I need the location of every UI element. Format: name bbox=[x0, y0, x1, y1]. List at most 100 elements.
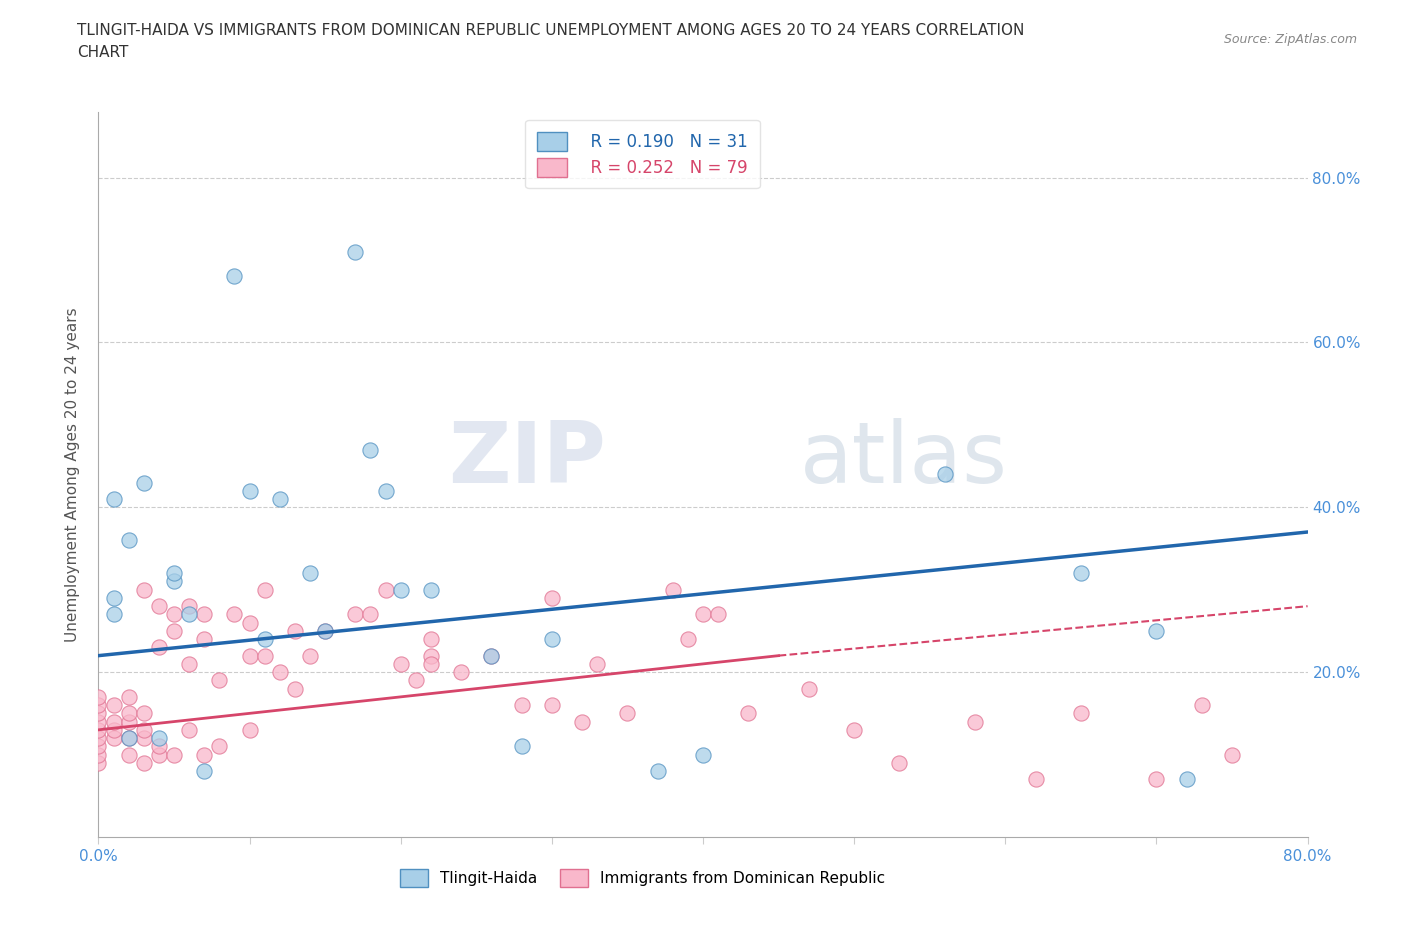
Point bbox=[661, 582, 683, 597]
Point bbox=[103, 607, 125, 622]
Point bbox=[389, 582, 412, 597]
Point bbox=[87, 731, 110, 746]
Point bbox=[87, 689, 110, 704]
Point bbox=[737, 706, 759, 721]
Point bbox=[797, 681, 820, 696]
Point bbox=[420, 631, 443, 646]
Point bbox=[208, 673, 231, 688]
Text: ZIP: ZIP bbox=[449, 418, 606, 501]
Point bbox=[193, 607, 215, 622]
Point bbox=[87, 747, 110, 762]
Point bbox=[360, 442, 382, 457]
Point bbox=[450, 665, 472, 680]
Point bbox=[118, 747, 141, 762]
Point bbox=[571, 714, 593, 729]
Point bbox=[87, 723, 110, 737]
Point bbox=[239, 648, 262, 663]
Point bbox=[193, 764, 215, 778]
Point bbox=[420, 648, 443, 663]
Point bbox=[510, 738, 533, 753]
Point bbox=[676, 631, 699, 646]
Point bbox=[118, 731, 141, 746]
Point bbox=[148, 599, 170, 614]
Point bbox=[208, 738, 231, 753]
Point bbox=[692, 747, 714, 762]
Point bbox=[118, 706, 141, 721]
Point bbox=[103, 492, 125, 507]
Point bbox=[132, 755, 155, 770]
Legend: Tlingit-Haida, Immigrants from Dominican Republic: Tlingit-Haida, Immigrants from Dominican… bbox=[392, 862, 893, 895]
Point bbox=[253, 631, 276, 646]
Point bbox=[510, 698, 533, 712]
Point bbox=[692, 607, 714, 622]
Point bbox=[540, 591, 562, 605]
Point bbox=[844, 723, 866, 737]
Text: atlas: atlas bbox=[800, 418, 1008, 501]
Point bbox=[616, 706, 638, 721]
Point bbox=[148, 640, 170, 655]
Point bbox=[253, 648, 276, 663]
Point bbox=[1144, 623, 1167, 638]
Point bbox=[118, 714, 141, 729]
Point bbox=[1175, 772, 1198, 787]
Point bbox=[148, 747, 170, 762]
Point bbox=[965, 714, 987, 729]
Point bbox=[253, 582, 276, 597]
Point bbox=[87, 738, 110, 753]
Point bbox=[707, 607, 730, 622]
Point bbox=[344, 245, 367, 259]
Point bbox=[103, 723, 125, 737]
Point bbox=[360, 607, 382, 622]
Point bbox=[344, 607, 367, 622]
Point bbox=[163, 607, 186, 622]
Point bbox=[314, 623, 336, 638]
Text: TLINGIT-HAIDA VS IMMIGRANTS FROM DOMINICAN REPUBLIC UNEMPLOYMENT AMONG AGES 20 T: TLINGIT-HAIDA VS IMMIGRANTS FROM DOMINIC… bbox=[77, 23, 1025, 38]
Point bbox=[163, 574, 186, 589]
Point bbox=[224, 607, 246, 622]
Point bbox=[269, 665, 291, 680]
Point bbox=[118, 689, 141, 704]
Point bbox=[481, 648, 503, 663]
Point bbox=[87, 706, 110, 721]
Point bbox=[1220, 747, 1243, 762]
Point bbox=[193, 631, 215, 646]
Point bbox=[118, 533, 141, 548]
Point bbox=[481, 648, 503, 663]
Point bbox=[239, 616, 262, 631]
Point bbox=[132, 706, 155, 721]
Point bbox=[284, 623, 307, 638]
Point bbox=[420, 657, 443, 671]
Point bbox=[148, 738, 170, 753]
Point bbox=[179, 657, 201, 671]
Point bbox=[103, 698, 125, 712]
Point bbox=[647, 764, 669, 778]
Text: Source: ZipAtlas.com: Source: ZipAtlas.com bbox=[1223, 33, 1357, 46]
Point bbox=[132, 723, 155, 737]
Point bbox=[239, 484, 262, 498]
Point bbox=[148, 731, 170, 746]
Point bbox=[299, 648, 322, 663]
Point bbox=[1070, 706, 1092, 721]
Point bbox=[103, 591, 125, 605]
Point bbox=[269, 492, 291, 507]
Point bbox=[239, 723, 262, 737]
Point bbox=[132, 731, 155, 746]
Point bbox=[314, 623, 336, 638]
Point bbox=[374, 484, 396, 498]
Point bbox=[132, 475, 155, 490]
Point bbox=[224, 269, 246, 284]
Point bbox=[540, 631, 562, 646]
Point bbox=[163, 623, 186, 638]
Point bbox=[299, 565, 322, 580]
Point bbox=[1144, 772, 1167, 787]
Point bbox=[405, 673, 427, 688]
Point bbox=[179, 607, 201, 622]
Point bbox=[1024, 772, 1046, 787]
Point bbox=[179, 723, 201, 737]
Point bbox=[420, 582, 443, 597]
Point bbox=[193, 747, 215, 762]
Point bbox=[87, 698, 110, 712]
Point bbox=[586, 657, 609, 671]
Point bbox=[103, 731, 125, 746]
Point bbox=[118, 731, 141, 746]
